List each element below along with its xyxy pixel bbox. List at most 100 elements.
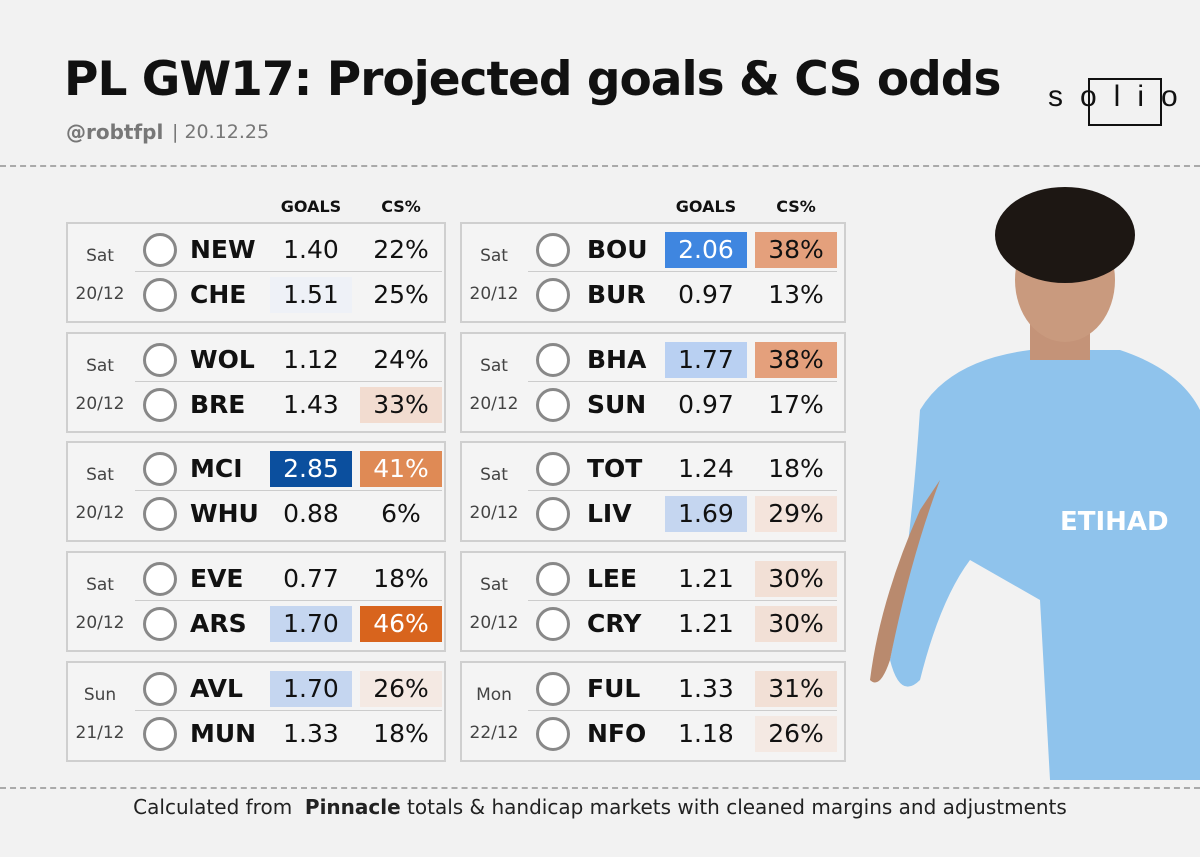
cs-cell: 18% — [373, 718, 429, 748]
team-crest — [143, 452, 177, 487]
row-separator — [528, 380, 837, 382]
footer-bold: Pinnacle — [304, 795, 401, 819]
match-day: Sun — [83, 684, 117, 705]
cs-cell: 26% — [360, 670, 442, 707]
team-crest — [143, 278, 177, 312]
cs-cell: 18% — [373, 564, 429, 594]
footer-text: totals & handicap markets with cleaned m… — [407, 795, 1067, 819]
team-crest — [536, 716, 570, 751]
goals-cell: 1.43 — [283, 389, 339, 419]
player-photo: ETIHAD — [870, 187, 1200, 780]
row-separator — [528, 709, 837, 711]
goals-cell: 1.33 — [283, 718, 339, 748]
cs-cell: 6% — [381, 499, 421, 529]
column-header: GOALS — [280, 197, 342, 216]
team-code: WOL — [190, 344, 255, 374]
goals-cell: 0.97 — [678, 389, 734, 419]
goals-cell: 0.88 — [283, 499, 339, 529]
row-separator — [135, 380, 442, 382]
goals-cell: 1.69 — [665, 496, 747, 533]
cs-cell: 31% — [755, 670, 837, 707]
column-header: CS% — [381, 197, 421, 216]
match-day: Sat — [86, 575, 114, 596]
match-date: 20/12 — [75, 284, 125, 304]
match-date: 20/12 — [75, 613, 125, 634]
goals-cell: 1.70 — [270, 670, 352, 707]
team-code: AVL — [190, 673, 243, 703]
goals-cell: 1.21 — [678, 564, 734, 594]
match-date: 20/12 — [469, 284, 519, 304]
team-code: LEE — [587, 564, 638, 594]
team-crest — [536, 497, 570, 532]
team-crest — [536, 671, 570, 706]
team-code: MCI — [190, 454, 243, 484]
team-code: EVE — [190, 564, 244, 594]
team-code: NEW — [190, 235, 256, 264]
column-header: GOALS — [675, 197, 737, 216]
team-crest — [143, 716, 177, 751]
goals-cell: 1.51 — [270, 277, 352, 313]
goals-cell: 2.06 — [665, 232, 747, 268]
goals-cell: 0.97 — [678, 280, 734, 309]
match-date: 20/12 — [469, 613, 519, 634]
footer: Calculated from Pinnacle totals & handic… — [0, 795, 1200, 819]
team-code: ARS — [190, 609, 247, 639]
team-crest — [536, 342, 570, 377]
team-crest — [536, 233, 570, 267]
cs-cell: 30% — [755, 561, 837, 598]
goals-cell: 0.77 — [283, 564, 339, 594]
goals-cell: 1.21 — [678, 609, 734, 639]
cs-cell: 41% — [360, 451, 442, 488]
team-code: TOT — [587, 454, 643, 484]
match-day: Sat — [480, 355, 508, 376]
team-code: LIV — [587, 499, 632, 529]
team-code: FUL — [587, 673, 641, 703]
team-crest — [143, 562, 177, 597]
match-day: Sat — [86, 355, 114, 376]
footer-text: Calculated from — [133, 795, 293, 819]
match-day: Mon — [476, 684, 512, 705]
goals-cell: 1.24 — [678, 454, 734, 484]
date: | 20.12.25 — [172, 121, 270, 143]
team-code: MUN — [190, 718, 257, 748]
team-crest — [143, 671, 177, 706]
match-box — [66, 222, 446, 323]
cs-cell: 46% — [360, 606, 442, 643]
match-day: Sat — [480, 246, 508, 266]
goals-cell: 1.33 — [678, 673, 734, 703]
cs-cell: 25% — [373, 280, 429, 309]
column-header: CS% — [776, 197, 816, 216]
cs-cell: 38% — [755, 232, 837, 268]
logo: solio — [1048, 80, 1195, 113]
cs-cell: 22% — [373, 235, 429, 264]
team-code: BUR — [587, 280, 646, 309]
row-separator — [528, 271, 837, 272]
row-separator — [135, 600, 442, 602]
team-code: NFO — [587, 718, 647, 748]
team-code: WHU — [190, 499, 259, 529]
cs-cell: 38% — [755, 341, 837, 378]
goals-cell: 2.85 — [270, 451, 352, 488]
match-day: Sat — [86, 246, 114, 266]
team-crest — [143, 233, 177, 267]
team-crest — [536, 562, 570, 597]
team-crest — [536, 607, 570, 642]
match-date: 20/12 — [469, 503, 519, 524]
match-date: 21/12 — [75, 722, 125, 743]
team-code: CHE — [190, 280, 247, 309]
team-crest — [143, 607, 177, 642]
match-day: Sat — [480, 465, 508, 486]
team-crest — [143, 387, 177, 422]
svg-text:ETIHAD: ETIHAD — [1060, 507, 1169, 537]
team-code: BRE — [190, 389, 246, 419]
cs-cell: 30% — [755, 606, 837, 643]
row-separator — [135, 709, 442, 711]
team-crest — [536, 452, 570, 487]
row-separator — [528, 490, 837, 492]
team-code: BHA — [587, 344, 647, 374]
divider — [0, 165, 1200, 167]
divider — [0, 787, 1200, 789]
team-code: BOU — [587, 235, 648, 264]
match-date: 22/12 — [469, 722, 519, 743]
row-separator — [135, 490, 442, 492]
